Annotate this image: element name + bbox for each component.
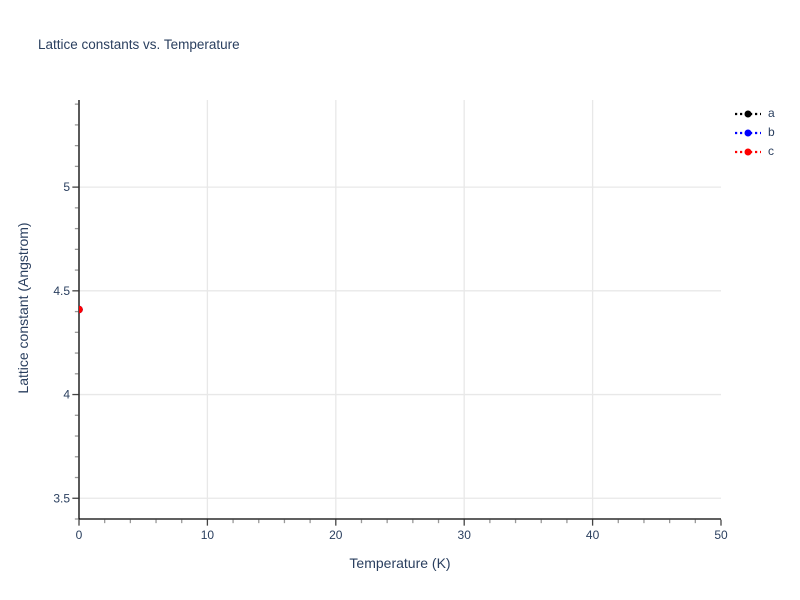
- legend-label: a: [768, 106, 775, 120]
- y-tick-label: 3.5: [53, 491, 70, 505]
- y-tick-label: 5: [63, 180, 70, 194]
- y-axis-title: Lattice constant (Angstrom): [15, 222, 31, 394]
- series-layer: [75, 305, 83, 314]
- legend-item-b[interactable]: b: [733, 123, 775, 142]
- x-tick-label: 40: [586, 528, 600, 542]
- x-tick-label: 30: [458, 528, 472, 542]
- legend-glyph-dotted-line-marker-icon: [735, 148, 761, 155]
- x-tick-label: 50: [714, 528, 728, 542]
- legend-item-c[interactable]: c: [733, 142, 775, 161]
- x-tick-label: 10: [201, 528, 215, 542]
- legend: a b c: [733, 104, 775, 161]
- legend-label: b: [768, 125, 775, 139]
- y-tick-label: 4: [63, 388, 70, 402]
- legend-item-a[interactable]: a: [733, 104, 775, 123]
- data-point-c[interactable]: [75, 305, 83, 314]
- legend-glyph-dotted-line-marker-icon: [735, 110, 761, 117]
- x-tick-label: 0: [76, 528, 83, 542]
- x-tick-label: 20: [329, 528, 343, 542]
- legend-glyph-dotted-line-marker-icon: [735, 129, 761, 136]
- x-axis-title: Temperature (K): [349, 555, 451, 571]
- chart-title: Lattice constants vs. Temperature: [38, 37, 240, 52]
- y-tick-label: 4.5: [53, 284, 70, 298]
- legend-label: c: [768, 144, 774, 158]
